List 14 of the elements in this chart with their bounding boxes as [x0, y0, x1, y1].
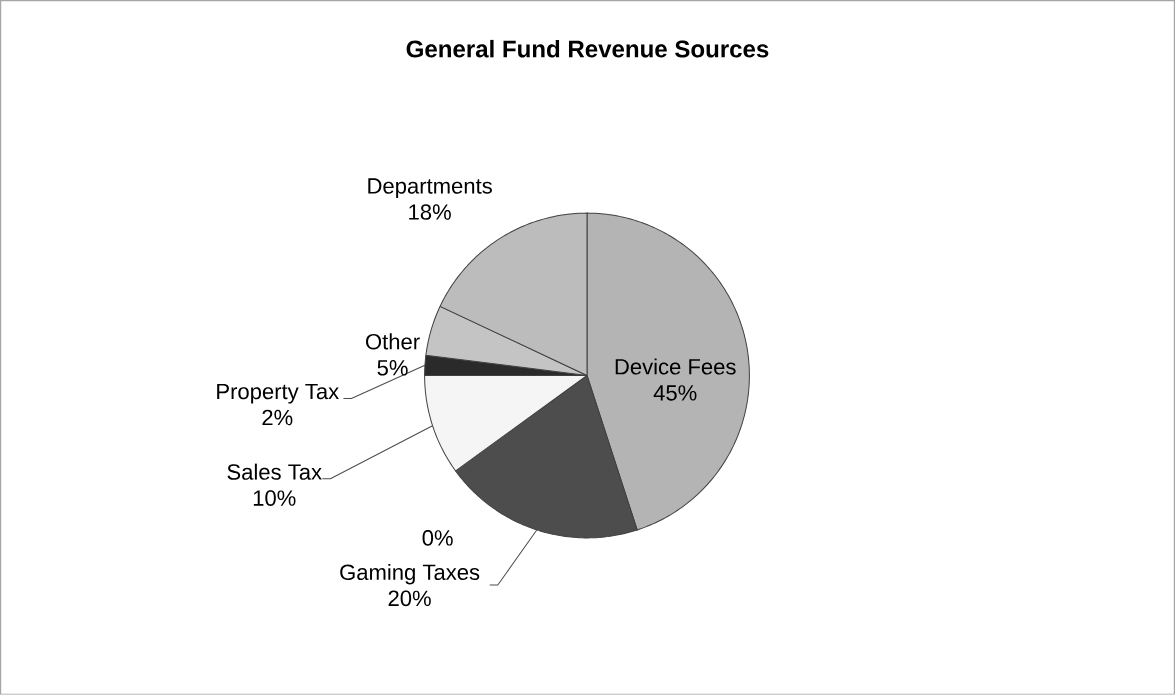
slice-label: Gaming Taxes [340, 563, 480, 585]
chart-title: General Fund Revenue Sources [406, 39, 769, 58]
slice-label: Property Tax [217, 383, 339, 404]
slice-label: Other [366, 333, 420, 350]
data-label: 18% [409, 204, 451, 220]
data-label: 45% [653, 385, 697, 401]
slice-label: Departments [368, 178, 492, 199]
slice-label: Device Fees [615, 358, 736, 375]
data-label: 20% [388, 590, 431, 607]
slice-label: Sales Tax [227, 463, 322, 480]
data-label: 5% [377, 360, 408, 376]
text: 0% [422, 530, 453, 546]
data-label: 10% [253, 490, 296, 506]
data-label: 2% [262, 409, 293, 426]
